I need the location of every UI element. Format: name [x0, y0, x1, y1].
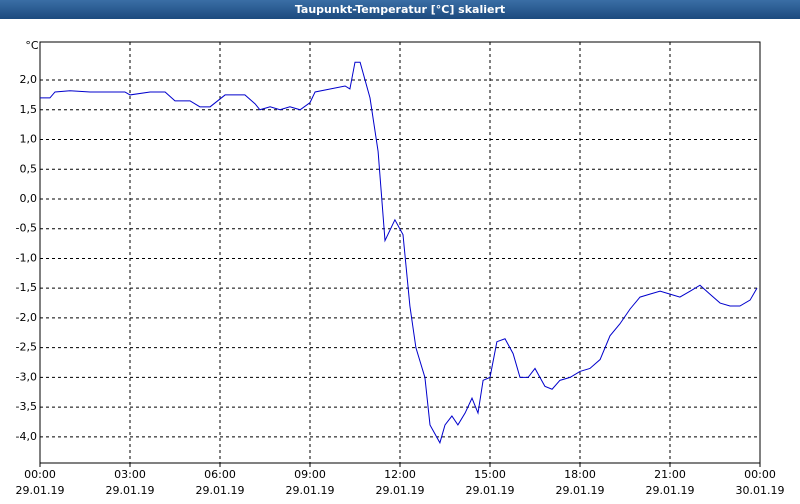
x-tick-date: 29.01.19	[376, 484, 425, 497]
y-tick-label: -3,5	[16, 400, 37, 413]
x-tick-date: 29.01.19	[466, 484, 515, 497]
x-tick-date: 29.01.19	[646, 484, 695, 497]
y-tick-label: -1,5	[16, 281, 37, 294]
y-tick-label: 1,0	[20, 133, 38, 146]
title-bar	[0, 0, 800, 19]
x-tick-date: 30.01.19	[736, 484, 785, 497]
y-tick-label: 0,0	[20, 192, 38, 205]
x-tick-date: 29.01.19	[106, 484, 155, 497]
chart-title: Taupunkt-Temperatur [°C] skaliert	[295, 3, 505, 16]
y-tick-label: 0,5	[20, 162, 38, 175]
x-tick-label: 21:00	[654, 468, 686, 481]
x-tick-date: 29.01.19	[16, 484, 65, 497]
x-tick-label: 18:00	[564, 468, 596, 481]
y-tick-label: 1,5	[20, 103, 38, 116]
x-tick-label: 06:00	[204, 468, 236, 481]
y-tick-label: 2,0	[20, 73, 38, 86]
x-tick-date: 29.01.19	[556, 484, 605, 497]
data-line	[40, 61, 758, 445]
y-tick-label: -0,5	[16, 222, 37, 235]
x-tick-label: 15:00	[474, 468, 506, 481]
x-tick-label: 12:00	[384, 468, 416, 481]
x-tick-date: 29.01.19	[286, 484, 335, 497]
y-tick-label: -3,0	[16, 370, 37, 383]
x-tick-label: 00:00	[24, 468, 56, 481]
y-tick-label: -1,0	[16, 251, 37, 264]
x-tick-label: 09:00	[294, 468, 326, 481]
y-tick-label: -2,5	[16, 341, 37, 354]
y-tick-label: -4,0	[16, 430, 37, 443]
y-unit: °C	[25, 39, 39, 52]
y-tick-label: -2,0	[16, 311, 37, 324]
x-tick-label: 00:00	[744, 468, 776, 481]
x-tick-label: 03:00	[114, 468, 146, 481]
x-tick-date: 29.01.19	[196, 484, 245, 497]
